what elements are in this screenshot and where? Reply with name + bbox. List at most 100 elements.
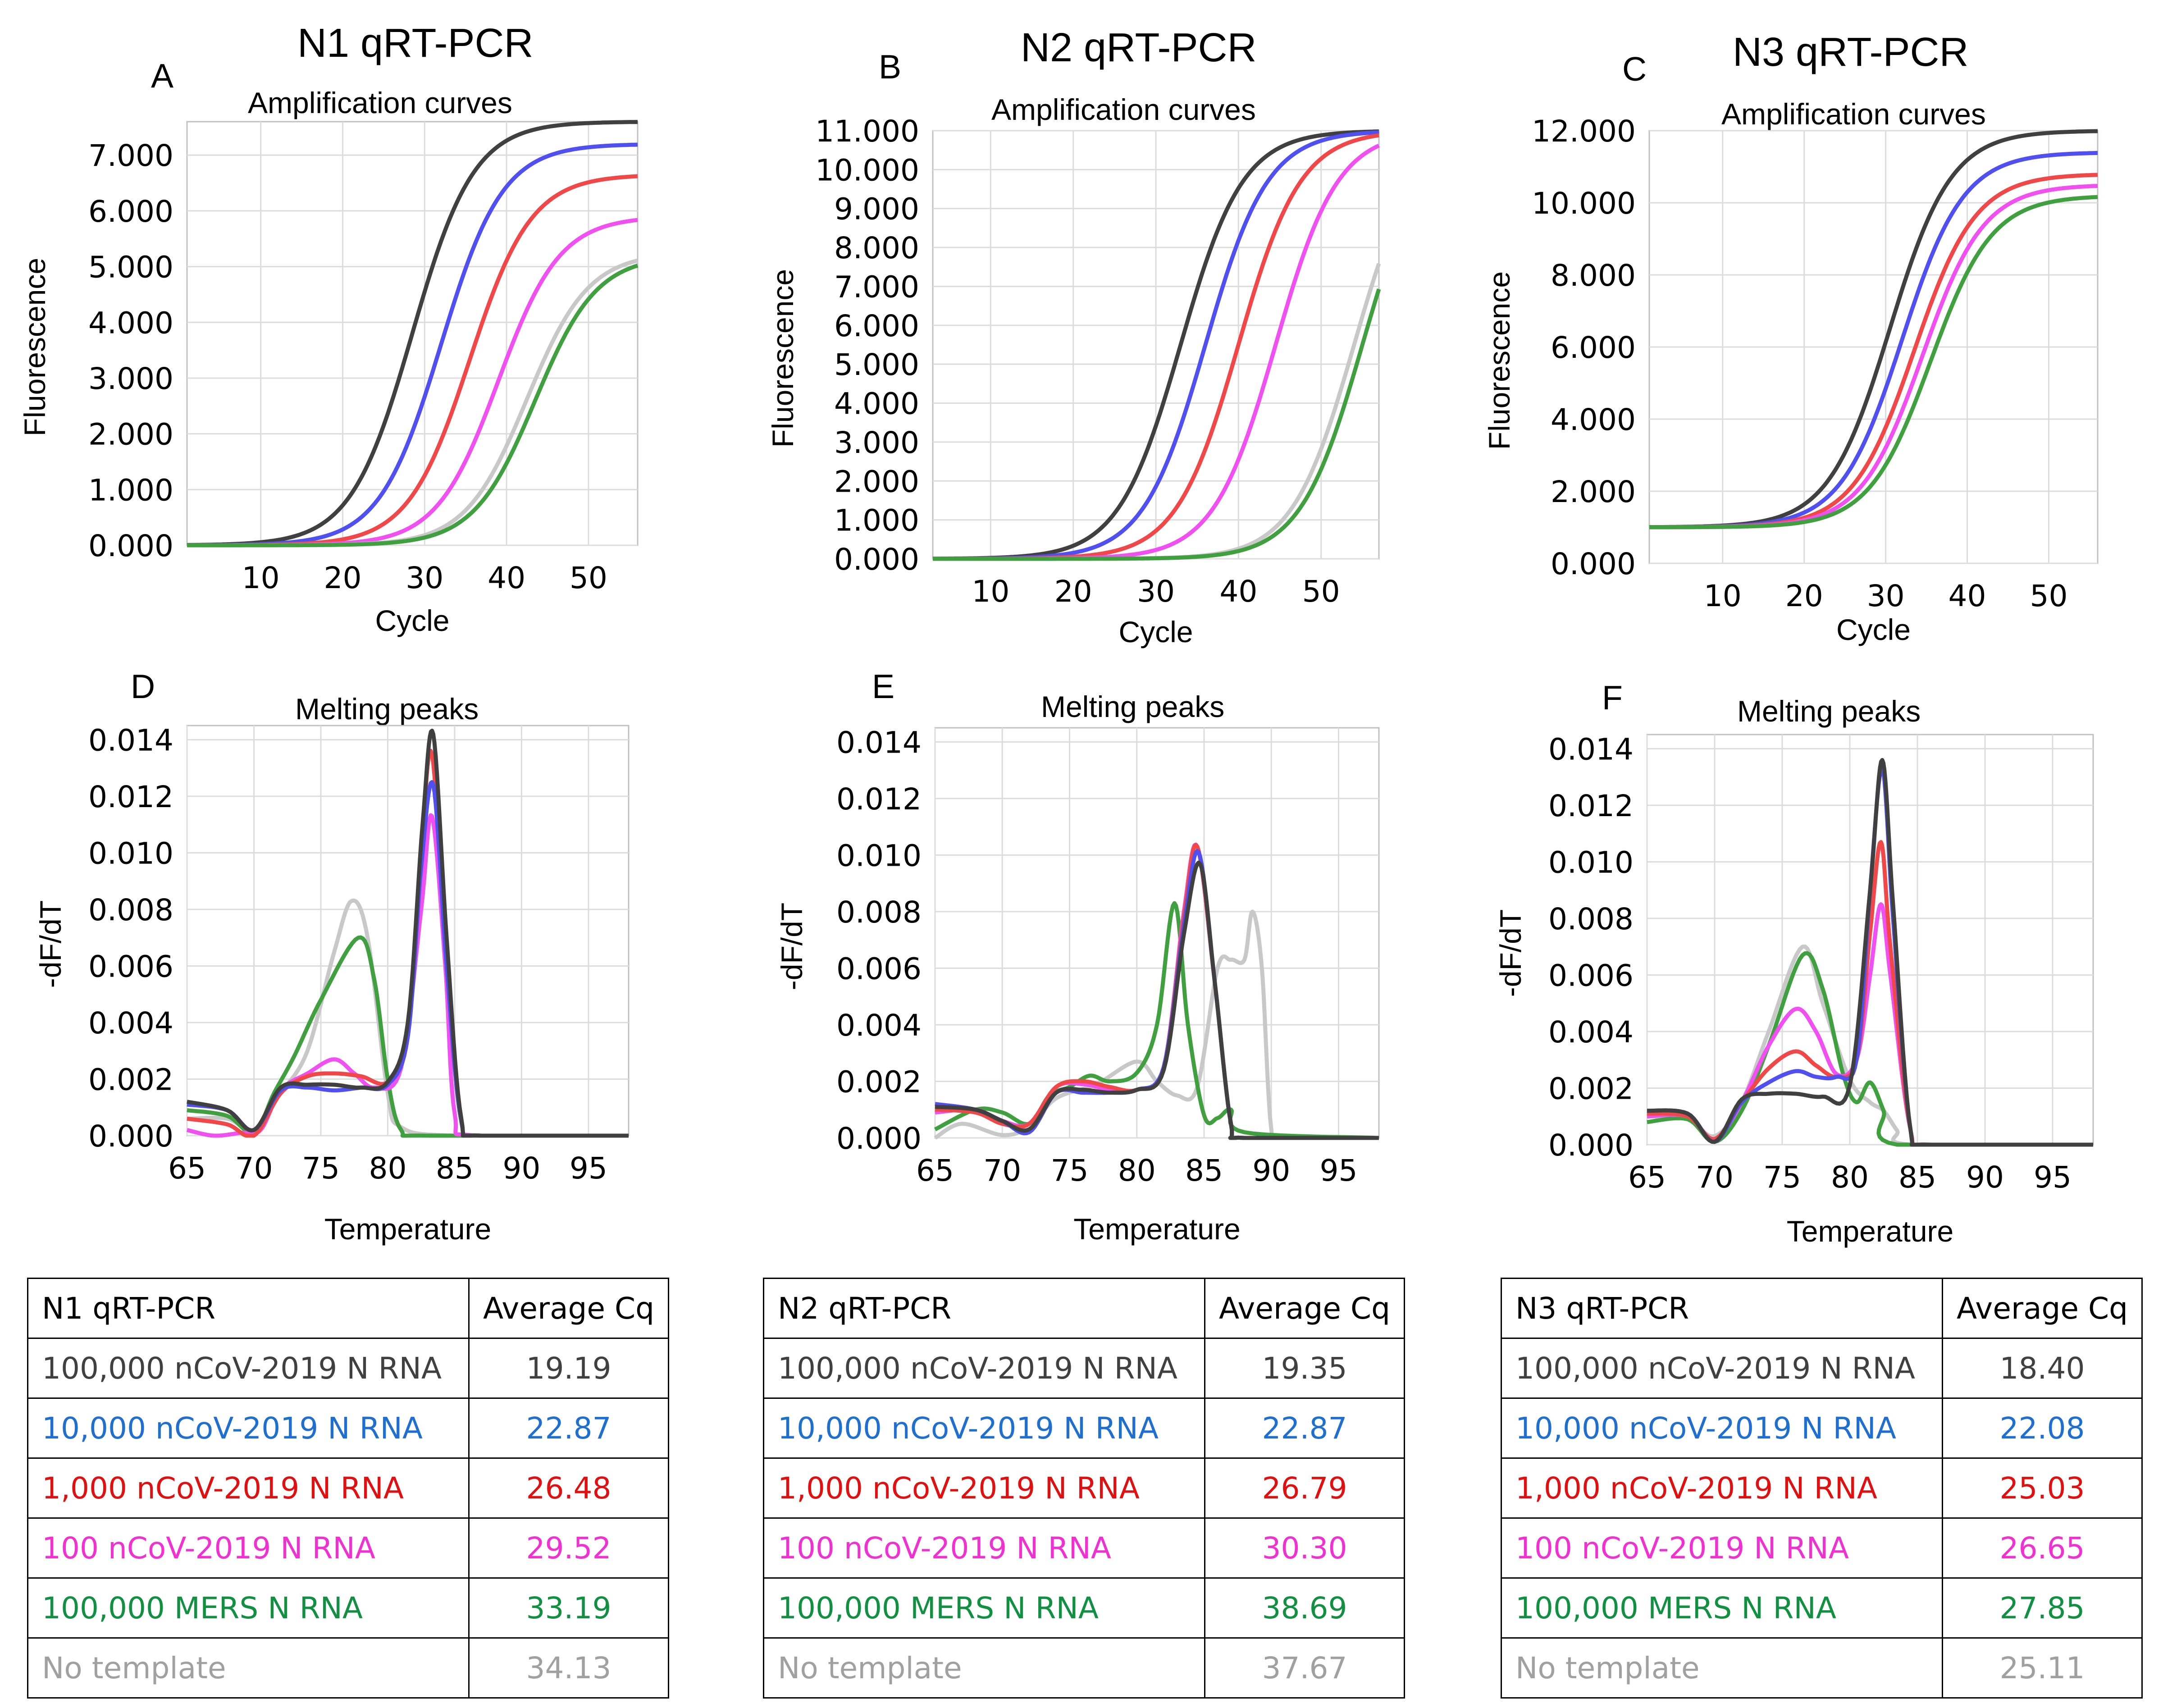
x-axis-label: Cycle bbox=[1836, 613, 1911, 646]
y-tick-label: 7.000 bbox=[834, 269, 919, 304]
panel-title-n1: N1 qRT-PCR bbox=[297, 21, 534, 66]
y-tick-label: 0.000 bbox=[836, 1121, 922, 1156]
y-axis-label: Fluorescence bbox=[1483, 271, 1516, 450]
y-tick-label: 0.000 bbox=[1551, 547, 1636, 581]
chart-title-d: Melting peaks bbox=[295, 692, 479, 726]
y-tick-label: 0.010 bbox=[88, 836, 173, 871]
x-tick-label: 75 bbox=[1763, 1160, 1801, 1195]
table-row: 10,000 nCoV-2019 N RNA 22.87 bbox=[763, 1397, 1405, 1459]
x-tick-label: 90 bbox=[1252, 1153, 1290, 1188]
x-axis-label: Temperature bbox=[1787, 1215, 1954, 1248]
panel-letter-c: C bbox=[1622, 50, 1647, 88]
sample-label: 1,000 nCoV-2019 N RNA bbox=[27, 1457, 470, 1519]
x-tick-label: 65 bbox=[168, 1151, 206, 1186]
x-tick-label: 80 bbox=[1118, 1153, 1156, 1188]
amplification-chart-n2: 10 20 30 40 50 0.000 1.000 2.000 3.000 4.000 5.000… bbox=[766, 114, 1381, 648]
table-row: No template 25.11 bbox=[1501, 1637, 2143, 1699]
y-tick-label: 2.000 bbox=[1551, 475, 1636, 509]
melting-peaks-chart-n1: 65 70 75 80 85 90 95 0.000 0.002 0.004 0.006 0.008 0… bbox=[34, 723, 630, 1246]
table-header-assay: N2 qRT-PCR bbox=[763, 1278, 1205, 1339]
table-row: 100 nCoV-2019 N RNA 26.65 bbox=[1501, 1517, 2143, 1579]
y-tick-label: 2.000 bbox=[834, 464, 919, 499]
y-tick-label: 0.000 bbox=[88, 1119, 173, 1154]
x-tick-label: 75 bbox=[1050, 1153, 1088, 1188]
y-axis-label: -dF/dT bbox=[34, 900, 67, 988]
y-tick-label: 3.000 bbox=[834, 425, 919, 460]
average-cq-value: 26.65 bbox=[1942, 1517, 2143, 1579]
x-tick-label: 70 bbox=[1696, 1160, 1734, 1195]
y-tick-label: 0.000 bbox=[88, 529, 173, 563]
x-tick-label: 90 bbox=[502, 1151, 540, 1186]
sample-label: 100,000 nCoV-2019 N RNA bbox=[27, 1338, 470, 1399]
average-cq-value: 22.87 bbox=[468, 1397, 669, 1459]
x-tick-label: 40 bbox=[1949, 579, 1986, 613]
average-cq-value: 26.79 bbox=[1204, 1457, 1405, 1519]
y-tick-label: 4.000 bbox=[834, 387, 919, 421]
y-tick-label: 0.000 bbox=[834, 542, 919, 577]
y-tick-label: 12.000 bbox=[1532, 114, 1636, 149]
x-tick-label: 10 bbox=[1704, 579, 1742, 613]
x-tick-label: 30 bbox=[406, 561, 443, 595]
x-tick-label: 85 bbox=[436, 1151, 474, 1186]
amplification-chart-n3: 10 20 30 40 50 0.000 2.000 4.000 6.000 8.000 10.00… bbox=[1483, 114, 2099, 646]
y-tick-label: 0.008 bbox=[88, 893, 173, 927]
x-tick-label: 65 bbox=[916, 1153, 954, 1188]
y-tick-label: 0.012 bbox=[1548, 789, 1634, 823]
plot-area bbox=[934, 727, 1380, 1139]
series-line-green bbox=[933, 288, 1381, 561]
cq-table-n2: N2 qRT-PCR Average Cq 100,000 nCoV-2019 … bbox=[763, 1278, 1405, 1699]
series-line-black bbox=[187, 728, 629, 1138]
y-tick-label: 0.012 bbox=[836, 782, 922, 817]
chart-title-b: Amplification curves bbox=[991, 93, 1256, 126]
y-tick-label: 6.000 bbox=[834, 309, 919, 343]
y-axis-label: -dF/dT bbox=[1494, 909, 1527, 997]
average-cq-value: 29.52 bbox=[468, 1517, 669, 1579]
sample-label: 10,000 nCoV-2019 N RNA bbox=[1501, 1397, 1943, 1459]
y-tick-label: 0.004 bbox=[836, 1008, 922, 1043]
panel-letter-e: E bbox=[872, 667, 895, 705]
x-tick-label: 20 bbox=[1785, 579, 1823, 613]
y-axis-label: Fluorescence bbox=[18, 258, 51, 436]
average-cq-value: 22.87 bbox=[1204, 1397, 1405, 1459]
sample-label: 100 nCoV-2019 N RNA bbox=[1501, 1517, 1943, 1579]
table-row: No template 34.13 bbox=[27, 1637, 669, 1699]
sample-label: 1,000 nCoV-2019 N RNA bbox=[1501, 1457, 1943, 1519]
average-cq-value: 37.67 bbox=[1204, 1637, 1405, 1699]
y-tick-label: 10.000 bbox=[1532, 186, 1636, 221]
chart-title-f: Melting peaks bbox=[1737, 694, 1921, 728]
plot-area bbox=[186, 725, 630, 1137]
y-tick-label: 9.000 bbox=[834, 192, 919, 227]
sample-label: 10,000 nCoV-2019 N RNA bbox=[27, 1397, 470, 1459]
sample-label: 100,000 nCoV-2019 N RNA bbox=[1501, 1338, 1943, 1399]
chart-title-a: Amplification curves bbox=[248, 86, 512, 119]
average-cq-value: 30.30 bbox=[1204, 1517, 1405, 1579]
y-tick-label: 0.006 bbox=[836, 951, 922, 986]
x-tick-label: 40 bbox=[488, 561, 525, 595]
amplification-chart-n1: 10 20 30 40 50 0.000 1.000 2.000 3.000 4.000 5.000… bbox=[18, 120, 639, 637]
table-row: 100,000 nCoV-2019 N RNA 19.19 bbox=[27, 1338, 669, 1399]
y-tick-label: 11.000 bbox=[815, 114, 919, 149]
sample-label: 1,000 nCoV-2019 N RNA bbox=[763, 1457, 1205, 1519]
y-tick-label: 8.000 bbox=[834, 231, 919, 265]
table-row: 1,000 nCoV-2019 N RNA 26.48 bbox=[27, 1457, 669, 1519]
series-line-green bbox=[1649, 195, 2098, 530]
x-tick-label: 75 bbox=[302, 1151, 340, 1186]
y-tick-label: 0.004 bbox=[1548, 1015, 1634, 1050]
x-tick-label: 90 bbox=[1966, 1160, 2004, 1195]
panel-title-n3: N3 qRT-PCR bbox=[1733, 30, 1969, 75]
x-axis-label: Cycle bbox=[375, 604, 449, 637]
sample-label: 100 nCoV-2019 N RNA bbox=[763, 1517, 1205, 1579]
x-tick-label: 20 bbox=[324, 561, 361, 595]
table-header-cq: Average Cq bbox=[1204, 1278, 1405, 1339]
average-cq-value: 19.19 bbox=[468, 1338, 669, 1399]
y-tick-label: 4.000 bbox=[1551, 402, 1636, 437]
panel-letter-f: F bbox=[1602, 679, 1623, 717]
y-tick-label: 3.000 bbox=[88, 361, 173, 396]
y-tick-label: 0.002 bbox=[836, 1064, 922, 1099]
y-tick-label: 4.000 bbox=[88, 306, 173, 340]
y-tick-label: 10.000 bbox=[815, 153, 919, 187]
average-cq-value: 22.08 bbox=[1942, 1397, 2143, 1459]
series-line-black bbox=[935, 860, 1379, 1140]
y-tick-label: 0.000 bbox=[1548, 1128, 1634, 1163]
